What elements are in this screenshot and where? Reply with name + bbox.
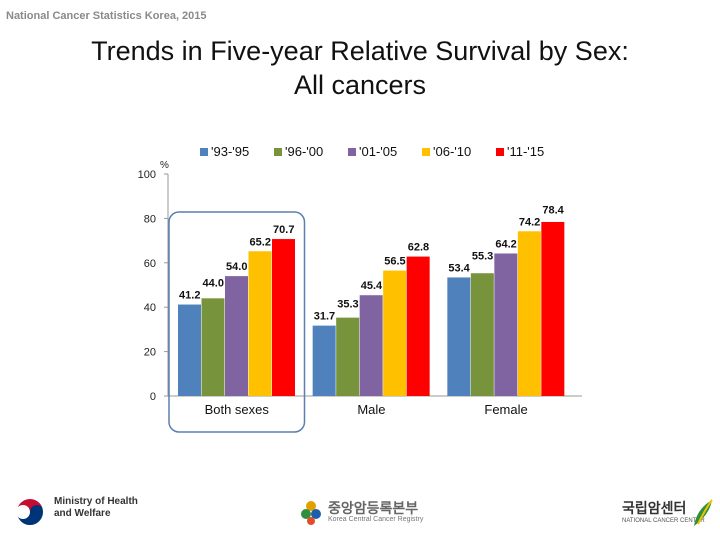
x-tick-label: Both sexes: [205, 402, 270, 417]
title-line-2: All cancers: [293, 70, 427, 100]
legend-swatch: [200, 148, 208, 156]
bar: [517, 231, 541, 396]
y-tick-label: 60: [144, 258, 156, 270]
bar: [336, 317, 360, 396]
data-label: 64.2: [495, 238, 516, 250]
data-label: 74.2: [519, 216, 540, 228]
legend-label: '01-'05: [359, 144, 397, 159]
data-label: 44.0: [203, 278, 224, 290]
data-label: 65.2: [250, 236, 271, 248]
bar: [447, 277, 471, 396]
y-tick-label: 100: [138, 169, 156, 181]
ncc-english-name: NATIONAL CANCER CENTER: [622, 518, 705, 524]
legend-swatch: [274, 148, 282, 156]
ncc-emblem-icon: [694, 499, 713, 526]
taegeuk-emblem-icon: [14, 496, 46, 528]
data-label: 31.7: [314, 311, 335, 323]
registry-korean-name: 중앙암등록본부: [328, 501, 419, 517]
registry-english-name: Korea Central Cancer Registry: [328, 516, 424, 523]
bar: [383, 270, 407, 396]
title-line-1: Trends in Five-year Relative Survival by…: [91, 36, 629, 66]
legend-label: '93-'95: [211, 144, 249, 159]
data-label: 53.4: [448, 262, 470, 274]
data-label: 54.0: [226, 261, 247, 273]
bar: [541, 221, 565, 396]
y-tick-label: 0: [150, 391, 156, 403]
bar: [406, 256, 430, 396]
bar: [359, 295, 383, 396]
ncc-logo: 국립암센터 NATIONAL CANCER CENTER: [618, 496, 718, 532]
y-tick-label: 80: [144, 213, 156, 225]
registry-logo: 중앙암등록본부 Korea Central Cancer Registry: [298, 496, 428, 532]
legend-label: '11-'15: [507, 144, 544, 159]
data-label: 78.4: [542, 204, 564, 216]
data-label: 56.5: [384, 256, 405, 268]
data-label: 41.2: [179, 290, 200, 302]
data-label: 35.3: [337, 299, 358, 311]
bar: [272, 239, 295, 396]
x-tick-label: Female: [484, 402, 527, 417]
highlight-box: [168, 211, 306, 433]
ministry-line-2: and Welfare: [54, 508, 111, 519]
legend-swatch: [348, 148, 356, 156]
bar: [225, 276, 248, 396]
legend-label: '06-'10: [433, 144, 471, 159]
slide-title: Trends in Five-year Relative Survival by…: [0, 34, 720, 102]
ncc-korean-name: 국립암센터: [622, 501, 687, 517]
y-axis-label: %: [160, 160, 169, 171]
registry-emblem-icon: [301, 501, 321, 525]
bar: [494, 253, 518, 396]
data-label: 45.4: [361, 280, 383, 292]
x-tick-label: Male: [357, 402, 385, 417]
ministry-line-1: Ministry of Health: [54, 496, 138, 507]
bar: [178, 304, 201, 396]
bar: [470, 273, 494, 396]
legend-swatch: [422, 148, 430, 156]
bar: [312, 325, 336, 396]
ministry-name: Ministry of Health and Welfare: [54, 496, 138, 520]
data-label: 70.7: [273, 224, 294, 236]
header-note: National Cancer Statistics Korea, 2015: [6, 10, 207, 22]
y-tick-label: 20: [144, 347, 156, 359]
legend-swatch: [496, 148, 504, 156]
bar: [201, 298, 225, 396]
data-label: 55.3: [472, 250, 493, 262]
legend-label: '96-'00: [285, 144, 323, 159]
y-tick-label: 40: [144, 302, 156, 314]
data-label: 62.8: [408, 242, 429, 254]
bar: [248, 251, 272, 396]
ministry-logo: Ministry of Health and Welfare: [12, 494, 142, 530]
